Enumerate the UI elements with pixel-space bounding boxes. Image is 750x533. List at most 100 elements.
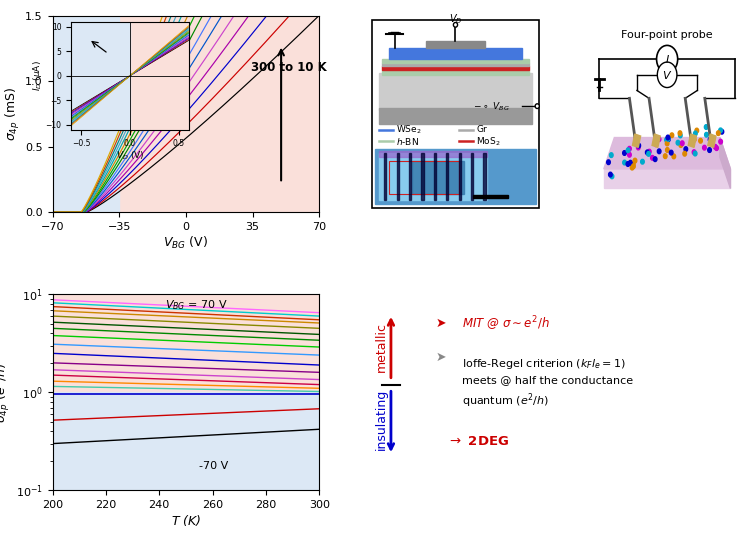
- Circle shape: [664, 138, 668, 142]
- Circle shape: [708, 137, 712, 142]
- Bar: [53, 16, 119, 212]
- Circle shape: [679, 133, 682, 138]
- Bar: [446, 153, 448, 200]
- Bar: [433, 153, 436, 200]
- FancyBboxPatch shape: [372, 20, 539, 208]
- Circle shape: [695, 128, 698, 133]
- Text: metallic: metallic: [375, 322, 388, 372]
- Circle shape: [699, 139, 702, 143]
- Circle shape: [610, 153, 613, 157]
- Text: $h$-BN: $h$-BN: [396, 136, 419, 147]
- Circle shape: [640, 159, 644, 164]
- Text: MIT @ $\sigma \sim e^2/h$: MIT @ $\sigma \sim e^2/h$: [462, 314, 550, 333]
- Circle shape: [684, 147, 688, 151]
- Text: $I$: $I$: [664, 53, 670, 65]
- Circle shape: [657, 149, 661, 154]
- Circle shape: [628, 160, 632, 165]
- Circle shape: [670, 133, 674, 138]
- Y-axis label: $\sigma_{4p}$ ($e^2/h$): $\sigma_{4p}$ ($e^2/h$): [0, 362, 13, 423]
- Bar: [397, 153, 399, 200]
- Bar: [473, 196, 508, 198]
- Circle shape: [705, 132, 708, 137]
- Circle shape: [666, 135, 670, 140]
- X-axis label: $V_{BG}$ (V): $V_{BG}$ (V): [164, 235, 209, 251]
- Circle shape: [678, 131, 682, 135]
- Circle shape: [716, 131, 720, 135]
- Bar: [426, 42, 485, 49]
- Circle shape: [633, 158, 637, 163]
- Circle shape: [680, 141, 684, 146]
- Circle shape: [664, 154, 667, 158]
- Circle shape: [626, 161, 630, 166]
- Text: ➤: ➤: [436, 351, 446, 364]
- Circle shape: [667, 137, 670, 142]
- Text: -70 V: -70 V: [200, 461, 229, 471]
- Circle shape: [632, 161, 635, 166]
- FancyBboxPatch shape: [412, 161, 464, 195]
- Circle shape: [608, 172, 612, 177]
- Bar: [458, 153, 460, 200]
- Circle shape: [718, 128, 722, 133]
- Circle shape: [708, 148, 711, 152]
- Circle shape: [657, 137, 661, 142]
- Circle shape: [666, 136, 670, 141]
- Bar: [409, 153, 411, 200]
- Circle shape: [672, 154, 676, 159]
- Text: $-\circ\ V_{BG}$: $-\circ\ V_{BG}$: [472, 101, 509, 114]
- Circle shape: [646, 150, 649, 155]
- Bar: [376, 149, 536, 204]
- Text: $V_D$: $V_D$: [448, 13, 462, 27]
- Bar: [382, 63, 529, 67]
- Circle shape: [454, 22, 458, 27]
- Circle shape: [637, 145, 640, 150]
- Circle shape: [692, 138, 696, 142]
- Circle shape: [694, 131, 698, 136]
- Bar: [382, 67, 529, 70]
- Bar: [688, 134, 697, 148]
- Circle shape: [715, 146, 718, 150]
- Text: Gr: Gr: [476, 125, 487, 134]
- Circle shape: [679, 143, 682, 148]
- Circle shape: [718, 139, 722, 144]
- Circle shape: [647, 149, 651, 154]
- Bar: [652, 134, 660, 148]
- Circle shape: [632, 164, 635, 168]
- Bar: [379, 108, 532, 124]
- Circle shape: [646, 151, 650, 156]
- Polygon shape: [604, 169, 730, 189]
- Circle shape: [637, 143, 640, 148]
- Bar: [632, 134, 640, 148]
- Circle shape: [650, 156, 654, 160]
- Circle shape: [676, 140, 680, 145]
- Polygon shape: [604, 138, 730, 169]
- Text: $\rightarrow$ 2DEG: $\rightarrow$ 2DEG: [447, 435, 509, 448]
- Circle shape: [670, 150, 673, 155]
- Circle shape: [654, 142, 658, 147]
- Circle shape: [693, 151, 697, 156]
- Bar: [422, 153, 424, 200]
- Polygon shape: [720, 138, 730, 189]
- Text: 300 to 10 K: 300 to 10 K: [251, 61, 326, 74]
- Bar: [382, 59, 529, 63]
- Circle shape: [665, 148, 669, 152]
- Y-axis label: $\sigma_{4p}$ (mS): $\sigma_{4p}$ (mS): [4, 87, 22, 141]
- Bar: [384, 153, 386, 200]
- Circle shape: [657, 62, 677, 87]
- Bar: [471, 153, 473, 200]
- Circle shape: [683, 151, 686, 156]
- Bar: [379, 73, 532, 110]
- Text: WSe$_2$: WSe$_2$: [396, 124, 422, 136]
- Circle shape: [610, 174, 614, 179]
- Bar: [483, 153, 485, 200]
- Circle shape: [536, 104, 539, 109]
- Bar: [389, 49, 521, 59]
- Text: $V_{BG}$ = 70 V: $V_{BG}$ = 70 V: [164, 298, 227, 312]
- Text: Four-point probe: Four-point probe: [621, 30, 713, 40]
- Circle shape: [656, 45, 678, 73]
- Text: MoS$_2$: MoS$_2$: [476, 135, 501, 148]
- Circle shape: [665, 141, 669, 146]
- Circle shape: [628, 147, 632, 151]
- Circle shape: [626, 148, 630, 152]
- Circle shape: [622, 151, 626, 155]
- X-axis label: $T$ (K): $T$ (K): [171, 513, 201, 528]
